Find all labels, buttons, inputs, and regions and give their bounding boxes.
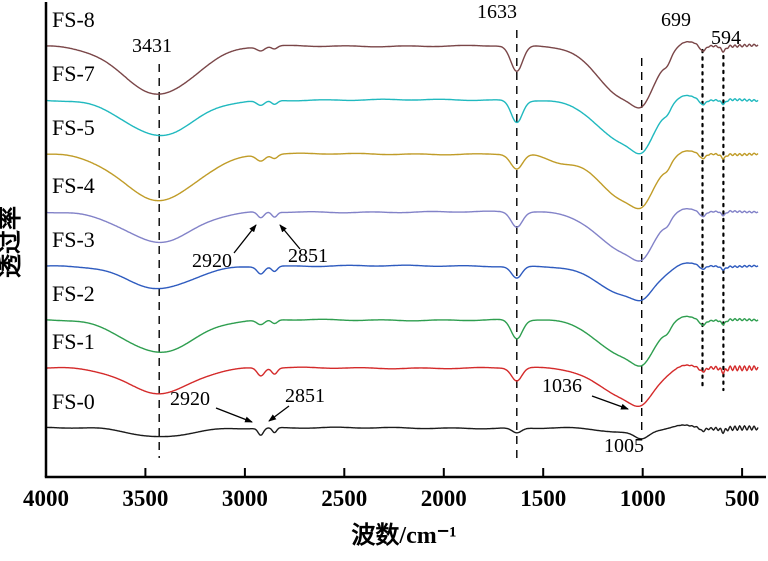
x-tick-label-500: 500 xyxy=(725,486,760,511)
y-axis-label: 透过率 xyxy=(0,206,24,278)
spectrum-curve-fs-2 xyxy=(46,315,759,367)
peak-annotation-594-3: 594 xyxy=(711,27,741,49)
annotation-arrow-1036-8 xyxy=(591,395,629,410)
peak-annotations-group: 3431 1633 699 594 2920 2851 2920 2851 1036 1005 xyxy=(132,1,741,457)
spectrum-curve-fs-8 xyxy=(46,41,759,109)
peak-annotation-1036-8: 1036 xyxy=(542,375,582,397)
x-tick-labels-group: 4000 3500 3000 2500 2000 1500 1000 500 xyxy=(23,486,759,511)
peak-annotation-2851-7: 2851 xyxy=(285,385,325,407)
x-tick-label-3500: 3500 xyxy=(122,486,168,511)
spectrum-curve-fs-7 xyxy=(46,94,759,155)
x-ticks-group xyxy=(45,468,744,477)
series-label-fs-0: FS-0 xyxy=(52,389,95,414)
annotation-arrow-2851-5 xyxy=(279,224,301,250)
x-tick-label-2500: 2500 xyxy=(321,486,367,511)
series-label-fs-4: FS-4 xyxy=(52,173,95,198)
spectra-series-group xyxy=(45,41,759,440)
spectrum-curve-fs-5 xyxy=(46,150,759,210)
series-label-fs-2: FS-2 xyxy=(52,281,95,306)
spectrum-curve-fs-0 xyxy=(46,424,759,440)
annotation-arrow-2920-6 xyxy=(215,407,253,423)
series-label-fs-3: FS-3 xyxy=(52,227,95,252)
peak-annotation-3431-0: 3431 xyxy=(132,35,172,57)
series-label-fs-5: FS-5 xyxy=(52,115,95,140)
peak-annotation-2851-5: 2851 xyxy=(288,245,328,267)
x-tick-label-2000: 2000 xyxy=(421,486,467,511)
series-label-fs-7: FS-7 xyxy=(52,61,95,86)
spectrum-curve-fs-3 xyxy=(45,262,759,302)
x-tick-label-4000: 4000 xyxy=(23,486,69,511)
series-labels-group: FS-8 FS-7 FS-5 FS-4 FS-3 FS-2 FS-1 FS-0 xyxy=(52,7,95,414)
spectrum-curve-fs-4 xyxy=(46,208,759,262)
x-axis-label: 波数/cm⁻¹ xyxy=(351,522,456,549)
x-tick-label-1500: 1500 xyxy=(520,486,566,511)
peak-annotation-1005-9: 1005 xyxy=(604,435,644,457)
guide-lines-group xyxy=(158,30,725,458)
peak-annotation-699-2: 699 xyxy=(661,9,691,31)
x-tick-label-3000: 3000 xyxy=(222,486,268,511)
series-label-fs-1: FS-1 xyxy=(52,329,95,354)
peak-annotation-2920-6: 2920 xyxy=(170,388,210,410)
series-label-fs-8: FS-8 xyxy=(52,7,95,32)
annotation-arrow-2851-7 xyxy=(268,405,290,422)
x-tick-label-1000: 1000 xyxy=(620,486,666,511)
peak-annotation-1633-1: 1633 xyxy=(477,1,517,23)
annotation-arrow-2920-4 xyxy=(233,224,257,254)
peak-annotation-2920-4: 2920 xyxy=(192,250,232,272)
spectrum-curve-fs-1 xyxy=(46,364,759,407)
